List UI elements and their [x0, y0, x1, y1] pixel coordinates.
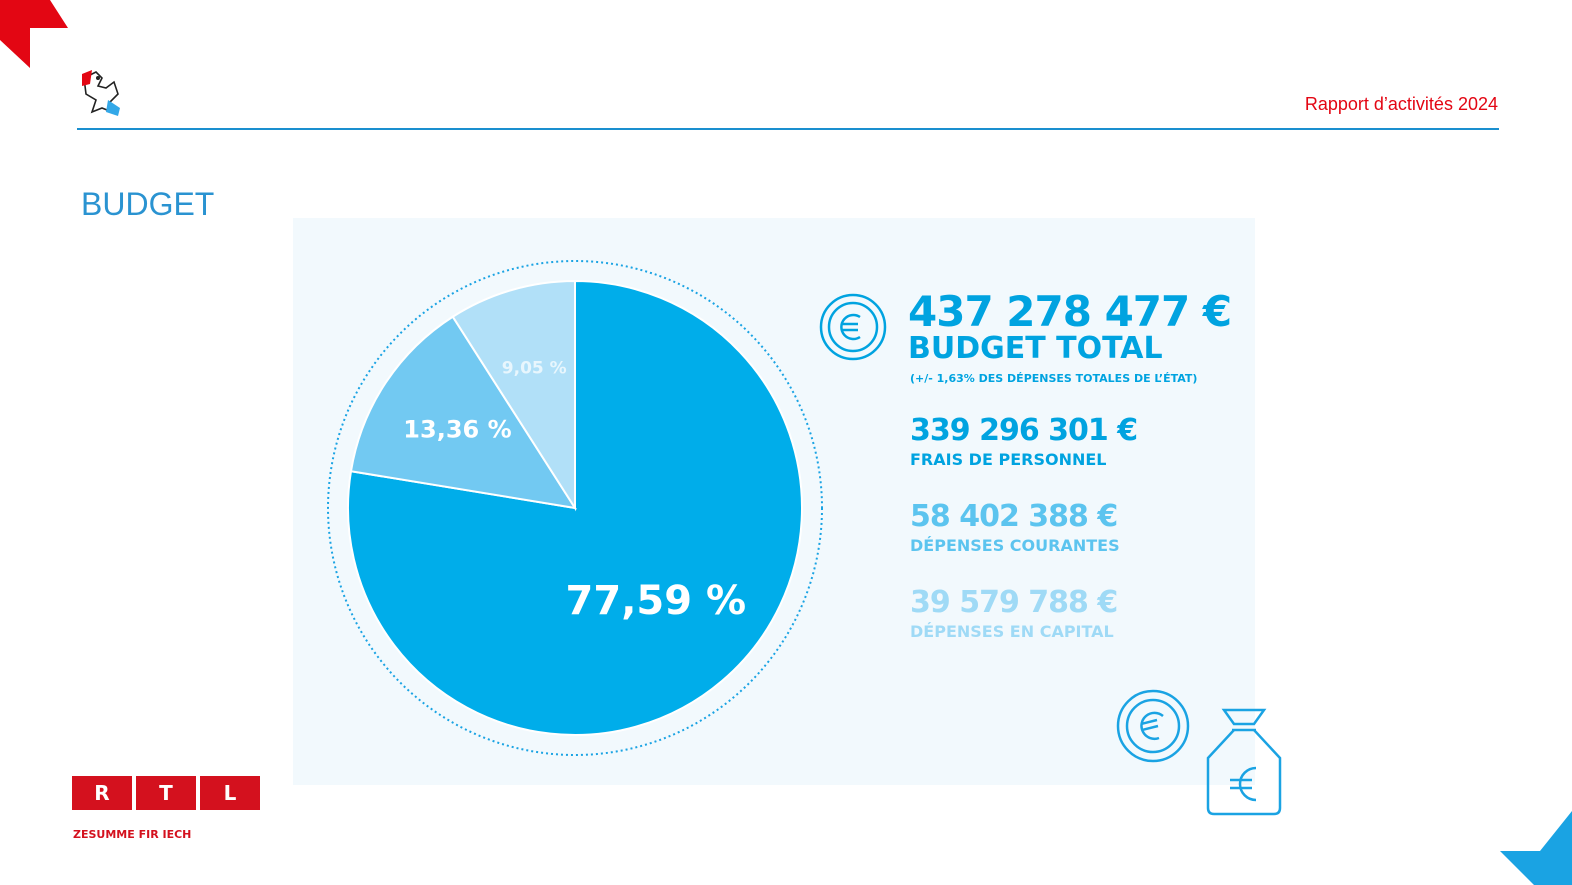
corner-decoration-bottom-right	[1500, 811, 1572, 885]
rtl-logo-letter: R	[72, 776, 132, 810]
euro-coin-small-icon	[1116, 689, 1190, 763]
rtl-logo: R T L	[72, 776, 260, 810]
pie-slice	[349, 315, 578, 510]
running-costs-label: DÉPENSES COURANTES	[910, 536, 1120, 555]
capital-expenses-amount: 39 579 788 €	[910, 585, 1118, 620]
capital-expenses-label: DÉPENSES EN CAPITAL	[910, 622, 1114, 641]
rtl-logo-letter: L	[200, 776, 260, 810]
personnel-label: FRAIS DE PERSONNEL	[910, 450, 1107, 469]
rtl-logo-letter: T	[136, 776, 196, 810]
pie-slice-label: 9,05 %	[502, 359, 567, 379]
total-budget-amount: 437 278 477 €	[908, 287, 1232, 336]
pie-slice	[347, 279, 803, 736]
total-budget-label: BUDGET TOTAL	[908, 331, 1163, 366]
corner-decoration-top-left	[0, 0, 68, 68]
budget-pie-chart: 77,59 % 13,36 % 9,05 %	[327, 260, 823, 756]
lion-crest-icon	[82, 70, 120, 116]
pie-outer-ring	[327, 260, 823, 756]
running-costs-amount: 58 402 388 €	[910, 499, 1118, 534]
total-budget-note: (+/- 1,63% DES DÉPENSES TOTALES DE L’ÉTA…	[910, 372, 1198, 385]
rtl-tagline: ZESUMME FIR IECH	[73, 828, 192, 841]
money-bag-icon	[1206, 708, 1282, 816]
pie-slice-label: 13,36 %	[403, 416, 511, 444]
personnel-amount: 339 296 301 €	[910, 413, 1138, 448]
page-title: BUDGET	[81, 186, 215, 222]
euro-coin-icon	[819, 293, 887, 361]
pie-slice	[451, 279, 576, 512]
header-divider	[77, 128, 1499, 130]
report-title: Rapport d’activités 2024	[1304, 94, 1498, 114]
pie-slice-label: 77,59 %	[566, 578, 747, 624]
